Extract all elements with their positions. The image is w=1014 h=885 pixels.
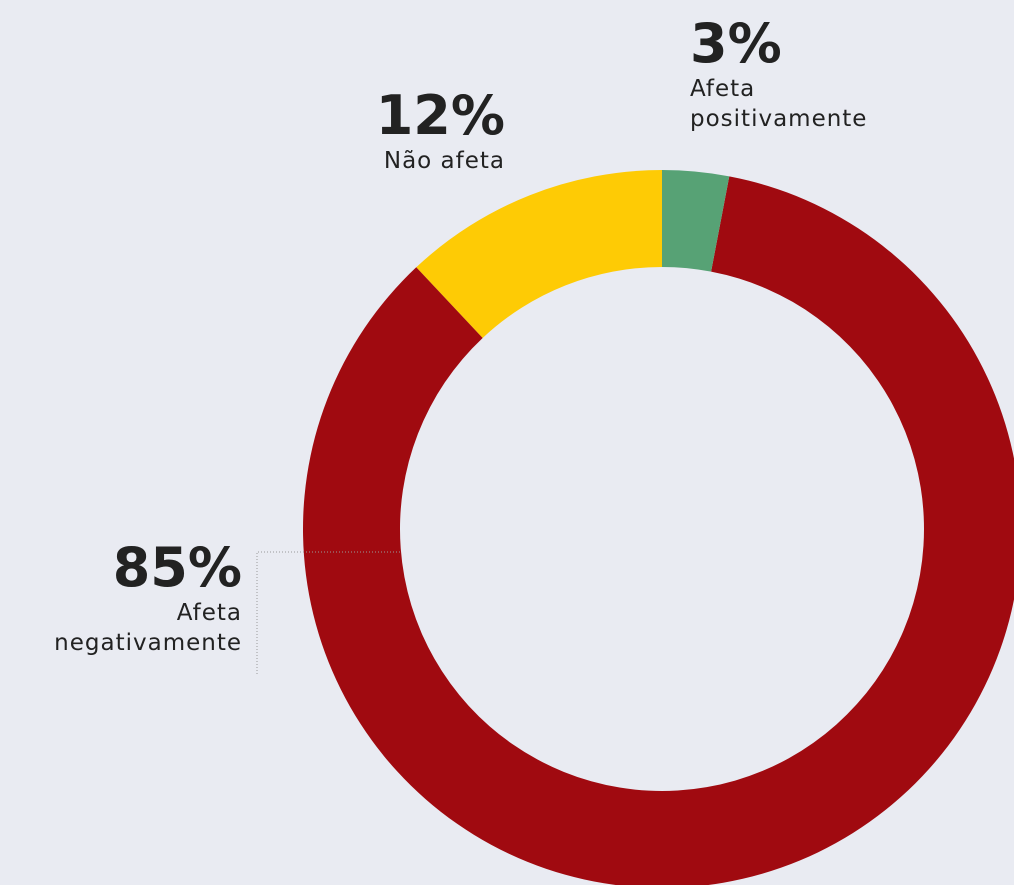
value-label: 85%: [112, 536, 242, 599]
category-label: Afeta negativamente: [54, 600, 242, 656]
value-label: 3%: [690, 12, 782, 75]
slice-label: 85% Afeta negativamente: [0, 538, 242, 658]
donut-slice: [416, 170, 662, 339]
value-label: 12%: [375, 84, 505, 147]
category-label: Afeta positivamente: [690, 76, 868, 132]
slice-label: 12% Não afeta: [200, 86, 505, 176]
category-label: Não afeta: [383, 148, 505, 174]
donut-slice: [303, 176, 1014, 885]
slice-label: 3% Afeta positivamente: [690, 14, 930, 134]
donut-slice: [662, 170, 730, 272]
leader-line: [256, 551, 400, 675]
